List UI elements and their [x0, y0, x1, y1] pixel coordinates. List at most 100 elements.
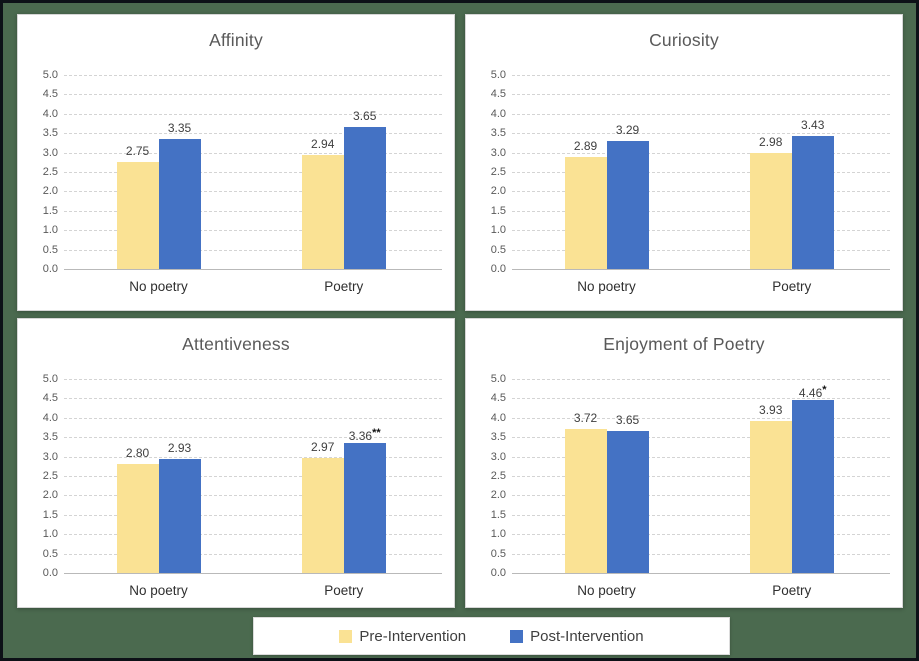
chart-panel-enjoyment-of-poetry: Enjoyment of Poetry 3.72 3.65 3.93 4.46* 0.0 0…: [465, 318, 903, 608]
chart-panel-affinity: Affinity 2.75 3.35 2.94 3.65 0.0 0.5 1.0 1.5 2.0 2…: [17, 14, 455, 311]
bar-value-label: 3.93: [759, 402, 783, 417]
legend-label: Post-Intervention: [530, 627, 644, 645]
y-tick-label: 1.5: [490, 204, 506, 217]
gridline: [64, 210, 442, 212]
gridline: [512, 456, 890, 458]
gridline: [64, 398, 442, 400]
x-axis-line: [512, 573, 890, 574]
y-tick-label: 1.0: [490, 224, 506, 237]
gridline: [64, 456, 442, 458]
gridline: [512, 249, 890, 251]
gridline: [512, 495, 890, 497]
chart-title: Affinity: [209, 30, 263, 50]
y-tick-label: 4.5: [490, 392, 506, 405]
x-category-label: Poetry: [772, 279, 812, 294]
bar-post-intervention: [606, 431, 649, 573]
legend-label: Pre-Intervention: [359, 627, 467, 645]
bar-post-intervention: [606, 141, 649, 269]
y-tick-label: 0.0: [490, 263, 506, 275]
y-tick-label: 1.0: [42, 528, 58, 541]
legend-item-post-intervention: Post-Intervention: [510, 627, 644, 645]
x-axis-line: [64, 269, 442, 270]
x-axis-line: [64, 573, 442, 574]
gridline: [64, 75, 442, 76]
y-tick-label: 2.0: [490, 185, 506, 198]
significance-marker: *: [822, 383, 827, 396]
y-tick-label: 0.5: [490, 547, 506, 560]
y-tick-label: 5.0: [42, 69, 58, 81]
bar-pre-intervention: [749, 420, 792, 573]
y-tick-label: 4.0: [490, 411, 506, 424]
y-tick-label: 4.5: [490, 88, 506, 101]
gridline: [512, 113, 890, 115]
y-tick-label: 0.5: [490, 243, 506, 256]
chart-title: Attentiveness: [182, 334, 290, 354]
post-intervention-swatch-icon: [510, 629, 524, 643]
bar-value-label: 2.98: [759, 135, 783, 150]
chart-title: Enjoyment of Poetry: [603, 334, 765, 354]
legend-item-pre-intervention: Pre-Intervention: [339, 628, 466, 645]
y-tick-label: 0.5: [42, 547, 58, 560]
bar-pre-intervention: [301, 457, 344, 573]
gridline: [512, 133, 890, 135]
gridline: [512, 75, 890, 76]
y-tick-label: 2.0: [42, 185, 58, 198]
bar-value-label: 2.97: [311, 439, 335, 454]
y-tick-label: 5.0: [42, 373, 58, 385]
y-tick-label: 3.0: [490, 146, 506, 159]
significance-marker: **: [372, 426, 381, 439]
y-tick-label: 3.0: [490, 450, 506, 463]
pre-intervention-swatch-icon: [339, 629, 353, 643]
gridline: [64, 191, 442, 193]
gridline: [64, 379, 442, 380]
y-tick-label: 1.0: [490, 528, 506, 541]
gridline: [64, 534, 442, 536]
bar-pre-intervention: [116, 162, 159, 269]
bar-value-label: 3.36**: [348, 426, 381, 443]
gridline: [64, 495, 442, 497]
y-tick-label: 4.5: [42, 88, 58, 101]
x-category-label: Poetry: [772, 583, 812, 598]
y-tick-label: 4.0: [42, 107, 58, 120]
y-tick-label: 3.5: [490, 127, 506, 140]
gridline: [512, 230, 890, 232]
x-category-label: Poetry: [324, 583, 364, 598]
bar-value-label: 3.65: [615, 413, 640, 428]
bar-value-label: 3.72: [573, 410, 598, 425]
y-tick-label: 0.5: [42, 243, 58, 256]
chart-title: Curiosity: [649, 30, 719, 50]
legend: Pre-Intervention Post-Intervention: [253, 617, 730, 655]
y-tick-label: 4.5: [42, 392, 58, 405]
bar-pre-intervention: [749, 153, 792, 269]
y-tick-label: 2.0: [490, 489, 506, 502]
gridline: [512, 417, 890, 419]
gridline: [64, 249, 442, 251]
gridline: [64, 94, 442, 96]
y-tick-label: 2.0: [42, 489, 58, 502]
bar-value-label: 4.46*: [798, 383, 827, 400]
y-tick-label: 1.5: [42, 508, 58, 521]
y-tick-label: 2.5: [490, 166, 506, 178]
gridline: [512, 476, 890, 477]
x-category-label: No poetry: [129, 279, 188, 294]
gridline: [64, 172, 442, 173]
gridline: [512, 210, 890, 212]
gridline: [512, 514, 890, 516]
y-tick-label: 2.5: [42, 166, 58, 178]
gridline: [64, 437, 442, 439]
y-tick-label: 1.5: [490, 508, 506, 521]
gridline: [512, 553, 890, 555]
bar-pre-intervention: [564, 428, 607, 573]
y-tick-label: 1.0: [42, 224, 58, 237]
bar-value-label: 3.35: [167, 121, 192, 136]
y-tick-label: 4.0: [42, 411, 58, 424]
bar-value-label: 2.75: [125, 144, 150, 159]
y-tick-label: 2.5: [42, 470, 58, 482]
gridline: [512, 94, 890, 96]
y-tick-label: 1.5: [42, 204, 58, 217]
gridline: [64, 133, 442, 135]
bar-post-intervention: [343, 127, 386, 269]
bar-pre-intervention: [301, 154, 344, 269]
gridline: [512, 398, 890, 400]
gridline: [512, 379, 890, 380]
